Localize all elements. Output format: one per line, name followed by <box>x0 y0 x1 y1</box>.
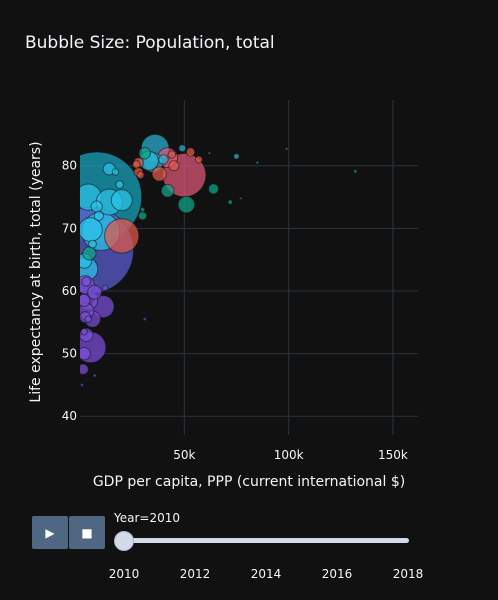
slider-tick-label: 2012 <box>179 567 211 581</box>
x-tick-label: 100k <box>274 448 304 462</box>
chart-title: Bubble Size: Population, total <box>25 33 275 53</box>
bubble-point[interactable] <box>80 382 85 387</box>
bubble-point[interactable] <box>151 166 167 182</box>
year-slider-label: Year=2010 <box>114 511 180 525</box>
bubble-point[interactable] <box>79 217 103 242</box>
bubble-point[interactable] <box>138 211 148 221</box>
grid-lines <box>80 100 418 435</box>
bubble-point[interactable] <box>255 160 260 165</box>
bubble-point[interactable] <box>139 206 146 213</box>
x-tick-label: 50k <box>173 448 195 462</box>
bubble-point[interactable] <box>160 183 175 198</box>
bubble-point[interactable] <box>142 317 147 322</box>
bubble-point[interactable] <box>78 346 91 361</box>
bubble-point[interactable] <box>227 199 233 205</box>
stop-button[interactable]: ■ <box>69 516 105 549</box>
slider-tick-label: 2010 <box>108 567 140 581</box>
play-button[interactable]: ▶ <box>32 516 68 549</box>
bubble-point[interactable] <box>284 147 289 151</box>
bubble-point[interactable] <box>178 144 187 153</box>
bubble-point[interactable] <box>158 154 169 165</box>
bubble-point[interactable] <box>185 147 196 157</box>
bubble-point[interactable] <box>81 276 92 287</box>
bubble-point[interactable] <box>132 160 141 169</box>
y-tick-label: 70 <box>62 221 77 235</box>
bubble-point[interactable] <box>93 210 104 221</box>
bubble-point[interactable] <box>84 315 93 323</box>
y-tick-label: 80 <box>62 159 77 173</box>
bubble-point[interactable] <box>78 293 91 308</box>
bubble-point[interactable] <box>82 246 97 261</box>
year-slider-track[interactable] <box>124 538 409 543</box>
bubble-point[interactable] <box>90 200 103 213</box>
x-tick-label: 150k <box>378 448 408 462</box>
bubble-point[interactable] <box>110 189 133 212</box>
bubble-point[interactable] <box>111 168 120 176</box>
bubble-point[interactable] <box>207 183 220 195</box>
bubble-point[interactable] <box>92 373 97 378</box>
bubble-point[interactable] <box>78 363 89 375</box>
x-axis-label: GDP per capita, PPP (current internation… <box>92 474 406 490</box>
bubble-point[interactable] <box>101 284 109 292</box>
bubbles-layer <box>78 133 358 387</box>
bubble-point[interactable] <box>207 151 212 155</box>
bubble-point[interactable] <box>115 180 125 189</box>
year-slider-handle[interactable] <box>114 531 134 551</box>
bubble-point[interactable] <box>138 146 151 160</box>
bubble-point[interactable] <box>238 196 243 201</box>
bubble-point[interactable] <box>88 239 97 249</box>
bubble-point[interactable] <box>233 153 240 160</box>
bubble-point[interactable] <box>87 284 103 300</box>
bubble-point[interactable] <box>168 160 180 172</box>
y-tick-label: 40 <box>62 409 77 423</box>
y-axis-label: Life expectancy at birth, total (years) <box>28 141 44 403</box>
slider-tick-label: 2018 <box>392 567 424 581</box>
slider-tick-label: 2016 <box>321 567 353 581</box>
bubble-point[interactable] <box>136 171 145 180</box>
bubble-point[interactable] <box>104 218 140 254</box>
slider-tick-label: 2014 <box>250 567 282 581</box>
bubble-point[interactable] <box>194 155 203 164</box>
bubble-point[interactable] <box>167 150 177 159</box>
bubble-point[interactable] <box>177 195 196 214</box>
bubble-point[interactable] <box>353 169 358 174</box>
y-tick-label: 60 <box>62 284 77 298</box>
tick-labels: 40 50 60 70 80 50k 100k 150k <box>62 159 408 462</box>
bubble-point[interactable] <box>80 327 88 336</box>
y-tick-label: 50 <box>62 347 77 361</box>
